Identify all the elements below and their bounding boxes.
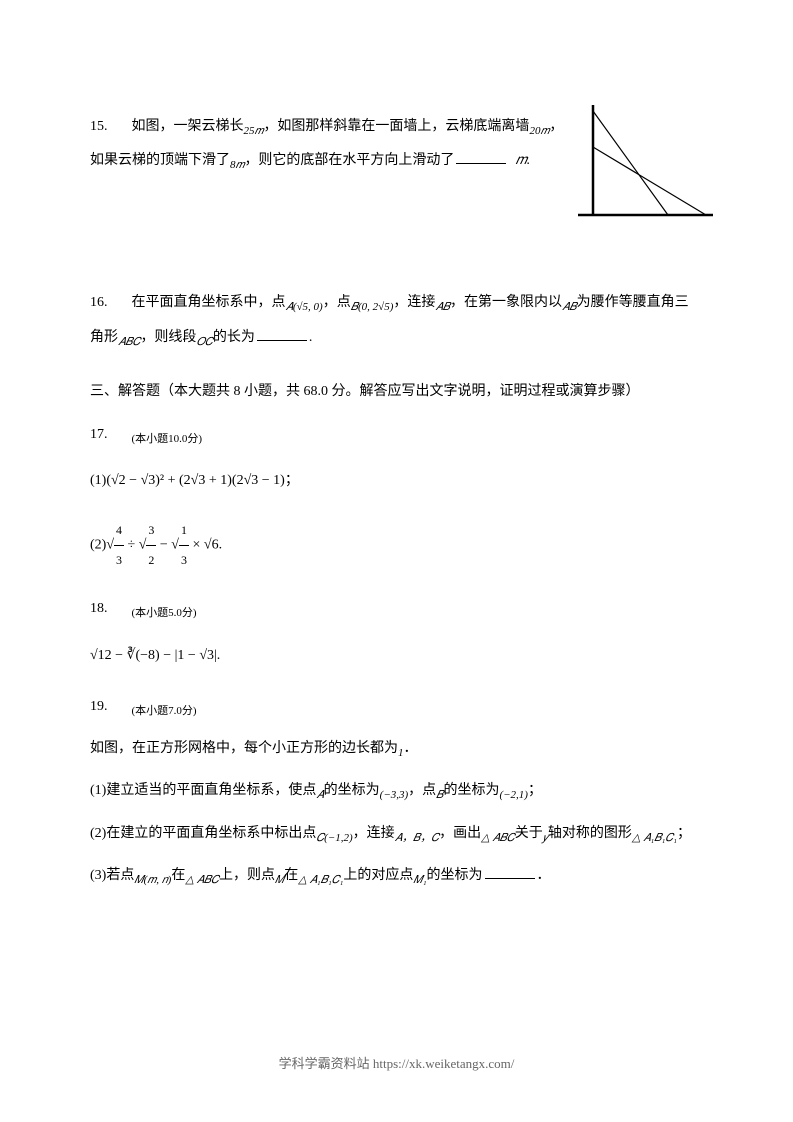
problem-17: 17. (本小题10.0分) (1)(√2 − √3)² + (2√3 + 1)…	[90, 418, 703, 574]
q18-number: 18.	[90, 592, 128, 626]
q16-B: 𝐵(0, 2√5)	[351, 301, 394, 313]
q19-p3M1: 𝑀₁	[413, 874, 426, 886]
q19-number: 19.	[90, 690, 128, 724]
q19-p3f: 的坐标为	[427, 868, 483, 883]
q15-slide: 8𝑚	[230, 159, 244, 171]
q17-p2-tail: .	[219, 537, 223, 552]
q17-p2-sqrt1: √	[106, 537, 114, 552]
q16-blank	[257, 340, 307, 341]
q16-t3: ，连接	[393, 295, 435, 310]
q16-t7: ，则线段	[140, 330, 196, 345]
q15-len: 25𝑚	[244, 125, 264, 137]
q17-p1-tail: ；	[285, 473, 299, 488]
q19-p3c: 上，则点	[219, 868, 275, 883]
problem-18: 18. (本小题5.0分) √12 − ∛(−8) − |1 − √3|.	[90, 592, 703, 672]
q19-p3tail: ．	[537, 868, 551, 883]
problem-15: 15. 如图，一架云梯长25𝑚，如图那样斜靠在一面墙上，云梯底端离墙20𝑚， 如…	[90, 110, 580, 178]
q16-AB2: 𝐴𝐵	[562, 301, 577, 313]
problem-16: 16. 在平面直角坐标系中，点𝐴(√5, 0)，点𝐵(0, 2√5)，连接𝐴𝐵，…	[90, 286, 703, 354]
q16-t1: 在平面直角坐标系中，点	[132, 295, 286, 310]
q19-ptsv: 7.0	[168, 705, 182, 717]
q19-p1a: 建立适当的平面直角坐标系，使点	[106, 783, 316, 798]
q16-AB: 𝐴𝐵	[435, 301, 450, 313]
q15-c1: ，	[549, 119, 563, 134]
q19-p3M2: 𝑀	[275, 874, 284, 886]
q17-ptsb: 分)	[187, 433, 202, 445]
ladder-diagram	[578, 105, 713, 230]
q19-p1tail: ；	[528, 783, 542, 798]
q19-ptsb: 分)	[182, 705, 197, 717]
q19-p2C: 𝐶(−1,2)	[316, 831, 352, 843]
q17-p2-label: (2)	[90, 537, 106, 552]
q16-t8: 的长为	[213, 330, 255, 345]
q19-p1A: 𝐴	[316, 789, 323, 801]
q15-t1: 如图，一架云梯长	[132, 119, 244, 134]
q19-p2d: 关于	[515, 826, 543, 841]
q17-times-sqrt6: × √6	[192, 537, 218, 552]
q16-t5: 为腰作等腰直角三	[577, 295, 689, 310]
q19-p3d: 在	[284, 868, 298, 883]
q19-p3tri1: △ 𝐴₁𝐵₁𝐶₁	[298, 874, 343, 886]
q19-p2c: ，画出	[439, 826, 481, 841]
problem-19: 19. (本小题7.0分) 如图，在正方形网格中，每个小正方形的边长都为1． (…	[90, 690, 703, 893]
q19-p2e: 轴对称的图形	[548, 826, 632, 841]
q16-t4: ，在第一象限内以	[450, 295, 562, 310]
q19-p1b: 的坐标为	[324, 783, 380, 798]
q17-ptsa: (本小题	[132, 433, 169, 445]
q16-period: .	[309, 330, 313, 345]
q19-p3M: 𝑀(𝑚, 𝑛)	[134, 874, 171, 886]
q19-introb: ．	[404, 741, 418, 756]
q18-ptsb: 分)	[182, 607, 197, 619]
section-3-title: 三、解答题（本大题共 8 小题，共 68.0 分。解答应写出文字说明，证明过程或…	[90, 379, 703, 404]
page-footer: 学科学霸资料站 https://xk.weiketangx.com/	[0, 1053, 793, 1072]
q19-p1d: 的坐标为	[443, 783, 499, 798]
q19-p2tri1: △ 𝐴₁𝐵₁𝐶₁	[632, 831, 677, 843]
q19-p3-blank	[485, 878, 535, 879]
q15-t1b: ，如图那样斜靠在一面墙上，云梯底端离墙	[263, 119, 529, 134]
q17-p1-expr: (√2 − √3)² + (2√3 + 1)(2√3 − 1)	[106, 473, 285, 488]
q16-number: 16.	[90, 286, 128, 320]
q19-p2ABC: 𝐴，𝐵，𝐶	[395, 831, 439, 843]
q18-ptsv: 5.0	[168, 607, 182, 619]
q16-A: 𝐴(√5, 0)	[286, 301, 323, 313]
q19-p3b: 在	[171, 868, 185, 883]
frac-13: 13	[179, 516, 189, 575]
q19-p3-label: (3)	[90, 868, 106, 883]
frac-43: 43	[114, 516, 124, 575]
q19-p2b: ，连接	[353, 826, 395, 841]
q19-p1c: ，点	[408, 783, 436, 798]
q15-t2b: ，则它的底部在水平方向上滑动了	[244, 153, 454, 168]
q17-number: 17.	[90, 418, 128, 452]
q19-p3a: 若点	[106, 868, 134, 883]
q16-t2: ，点	[323, 295, 351, 310]
q15-unit: 𝑚.	[515, 153, 530, 168]
q16-OC: 𝑂𝐶	[196, 335, 212, 347]
q19-p2-label: (2)	[90, 826, 106, 841]
q19-introa: 如图，在正方形网格中，每个小正方形的边长都为	[90, 741, 398, 756]
q18-expr: √12 − ∛(−8) − |1 − √3|.	[90, 639, 703, 673]
q19-ptsa: (本小题	[132, 705, 169, 717]
frac-32: 32	[146, 516, 156, 575]
q15-number: 15.	[90, 110, 128, 144]
q19-p1-label: (1)	[90, 783, 106, 798]
q17-p1-label: (1)	[90, 473, 106, 488]
q19-p3tri: △ 𝐴𝐵𝐶	[185, 874, 219, 886]
q19-p2a: 在建立的平面直角坐标系中标出点	[106, 826, 316, 841]
q16-t6: 角形	[90, 330, 118, 345]
q15-dist: 20𝑚	[529, 125, 549, 137]
q19-p3e: 上的对应点	[343, 868, 413, 883]
q19-p1Bc: (−2,1)	[499, 789, 528, 801]
q19-p2tail: ；	[677, 826, 691, 841]
q15-t2a: 如果云梯的顶端下滑了	[90, 153, 230, 168]
q19-p2tri: △ 𝐴𝐵𝐶	[481, 831, 515, 843]
q17-ptsv: 10.0	[168, 433, 187, 445]
q18-ptsa: (本小题	[132, 607, 169, 619]
q19-p1Ac: (−3,3)	[380, 789, 409, 801]
q16-ABC: 𝐴𝐵𝐶	[118, 335, 140, 347]
q15-blank	[456, 163, 506, 164]
